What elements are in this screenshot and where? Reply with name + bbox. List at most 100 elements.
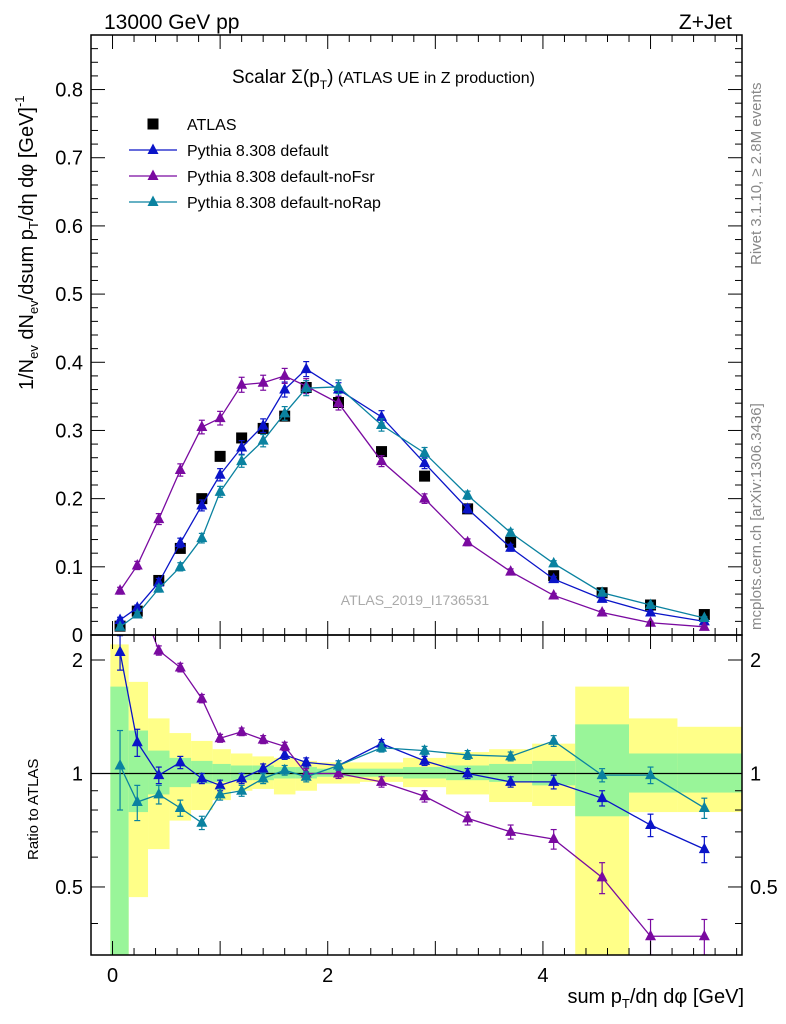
marker-noRap [153,582,165,593]
x-tick-label: 2 [322,965,333,987]
y-axis-label-upper: 1/Nev dNev/dsum pT/dη dφ [GeV]-1 [12,95,41,390]
marker-atlas [174,542,186,554]
marker-default [300,362,312,374]
marker-noFsr [114,584,126,595]
ratio-marker-noFsr [462,811,474,823]
marker-atlas [214,450,226,462]
title-close: ) [327,67,333,88]
ratio-marker-noRap [153,787,165,799]
ratio-tick-label-right: 0.5 [750,877,778,899]
ratio-frame [90,634,743,956]
ratio-marker-default [596,791,608,803]
marker-default [131,601,143,612]
main-series-group [114,360,710,632]
line-default [119,368,705,623]
axis-ticks [90,34,742,955]
ratio-marker-noRap [548,734,560,745]
marker-noRap [596,586,608,597]
ratio-marker-noFsr [174,661,186,672]
band-inner [110,686,129,955]
ratio-tick-label-left: 2 [72,650,83,672]
ratio-marker-noRap [462,748,474,759]
x-tick-label: 0 [107,965,118,987]
line-noRap [119,386,705,628]
ratio-marker-noRap [114,758,126,770]
marker-noFsr [332,396,344,408]
marker-noFsr [698,620,710,631]
y-tick-label: 0.6 [55,216,83,238]
legend-marker-atlas [147,118,159,130]
title-main: Scalar Σ(p [232,67,320,88]
ratio-marker-noFsr [419,789,431,801]
marker-noFsr [174,463,186,474]
legend-marker-default [147,143,159,154]
ratio-marker-noFsr [332,766,344,778]
y-axis-label-lower: Ratio to ATLAS [25,759,42,860]
marker-noFsr [279,369,291,380]
marker-default [279,383,291,394]
y-tick-label: 0 [72,625,83,647]
ratio-marker-default [300,755,312,767]
y-tick-label: 0.5 [55,284,83,306]
marker-noFsr [236,378,248,389]
legend-label: ATLAS [187,117,237,134]
legend: ATLAS Pythia 8.308 default Pythia 8.308 de… [129,117,381,212]
ratio-tick-label-right: 1 [750,763,761,785]
ratio-marker-default [196,771,208,783]
legend-label: Pythia 8.308 default-noFsr [187,169,375,186]
marker-default [174,536,186,547]
marker-atlas [196,493,208,505]
marker-noRap [279,406,291,418]
title-sub: T [320,78,328,92]
marker-noRap [114,620,126,631]
marker-noFsr [462,535,474,547]
ratio-marker-default [236,771,248,783]
ratio-marker-noRap [596,768,608,780]
ratio-marker-default [153,768,165,780]
legend-label: Pythia 8.308 default-noRap [187,195,381,212]
marker-noFsr [153,512,165,524]
marker-default [462,502,474,513]
ratio-marker-noRap [698,801,710,812]
axis-tick-labels: 0 0.1 0.2 0.3 0.4 0.5 0.6 0.7 0.8 0 2 4 0.5 0.5 1 1 2 2 [55,80,778,987]
marker-noRap [698,611,710,622]
ratio-marker-default [505,775,517,786]
legend-marker-noRap [147,195,159,206]
marker-noRap [419,446,431,457]
marker-default [419,456,431,468]
band-inner [360,768,404,777]
marker-noFsr [419,492,431,503]
ratio-marker-noRap [645,768,657,780]
legend-label: Pythia 8.308 default [187,143,329,160]
marker-noFsr [257,376,269,387]
marker-noFsr [548,588,560,600]
mcplots-label: mcplots.cern.ch [arXiv:1306.3436] [748,403,765,630]
analysis-watermark: ATLAS_2019_I1736531 [341,592,490,608]
marker-atlas [236,432,248,444]
ratio-marker-default [279,748,291,759]
marker-noRap [332,380,344,391]
ratio-marker-noRap [376,741,388,752]
ratio-marker-noFsr [596,870,608,882]
marker-default [376,410,388,421]
ratio-marker-noFsr [645,929,657,941]
ratio-marker-default [419,754,431,765]
ratio-marker-noRap [300,770,312,781]
ratio-marker-noFsr [153,643,165,655]
marker-noRap [548,556,560,568]
ratio-marker-noRap [279,763,291,775]
marker-noFsr [596,606,608,617]
y-tick-label: 0.8 [55,80,83,102]
y-tick-label: 0.4 [55,352,83,374]
marker-default [236,441,248,452]
marker-default [257,419,269,430]
marker-noRap [505,526,517,537]
ratio-series-group [114,635,710,955]
marker-noRap [174,560,186,571]
marker-atlas [419,470,431,482]
header-right: Z+Jet [679,11,732,34]
marker-noRap [645,598,657,609]
ratio-marker-default [131,735,143,747]
ratio-marker-noRap [214,787,226,799]
